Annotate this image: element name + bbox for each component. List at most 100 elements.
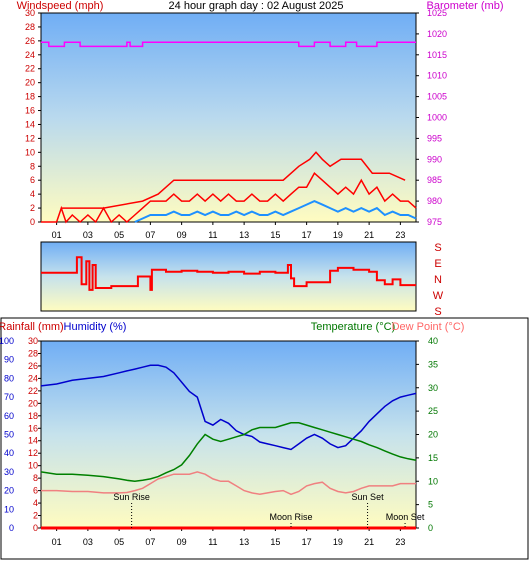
rainfall-tick-label: 12 bbox=[28, 448, 38, 458]
rainfall-tick-label: 24 bbox=[28, 373, 38, 383]
windspeed-tick-label: 8 bbox=[30, 161, 35, 171]
rainfall-tick-label: 8 bbox=[33, 473, 38, 483]
event-label: Moon Set bbox=[386, 512, 425, 522]
windspeed-tick-label: 26 bbox=[25, 36, 35, 46]
humidity-tick-label: 40 bbox=[4, 448, 14, 458]
windspeed-tick-label: 6 bbox=[30, 175, 35, 185]
temperature-tick-label: 15 bbox=[428, 453, 438, 463]
hour-tick-label: 03 bbox=[83, 537, 93, 547]
hour-tick-label: 13 bbox=[239, 537, 249, 547]
compass-label: W bbox=[433, 290, 444, 302]
rainfall-tick-label: 18 bbox=[28, 411, 38, 421]
windspeed-tick-label: 30 bbox=[25, 8, 35, 18]
bottom-panel-frame bbox=[0, 317, 529, 560]
hour-tick-label: 23 bbox=[395, 537, 405, 547]
hour-tick-label: 05 bbox=[114, 230, 124, 240]
barometer-tick-label: 1010 bbox=[427, 71, 447, 81]
barometer-tick-label: 995 bbox=[427, 133, 442, 143]
compass-label: E bbox=[434, 258, 441, 270]
temperature-tick-label: 35 bbox=[428, 359, 438, 369]
series-line-average-wind bbox=[134, 200, 417, 223]
compass-label: S bbox=[434, 306, 441, 318]
hour-tick-label: 15 bbox=[270, 537, 280, 547]
rainfall-tick-label: 20 bbox=[28, 398, 38, 408]
barometer-tick-label: 980 bbox=[427, 196, 442, 206]
humidity-tick-label: 60 bbox=[4, 411, 14, 421]
windspeed-tick-label: 24 bbox=[25, 50, 35, 60]
hour-tick-label: 23 bbox=[395, 230, 405, 240]
barometer-tick-label: 1025 bbox=[427, 8, 447, 18]
windspeed-tick-label: 12 bbox=[25, 133, 35, 143]
hour-tick-label: 11 bbox=[208, 230, 217, 240]
series-line-wind-direction bbox=[41, 256, 416, 291]
temperature-tick-label: 20 bbox=[428, 430, 438, 440]
hour-tick-label: 07 bbox=[145, 537, 155, 547]
windspeed-tick-label: 28 bbox=[25, 22, 35, 32]
humidity-tick-label: 30 bbox=[4, 467, 14, 477]
rainfall-tick-label: 16 bbox=[28, 423, 38, 433]
humidity-tick-label: 10 bbox=[4, 504, 14, 514]
temperature-tick-label: 30 bbox=[428, 383, 438, 393]
windspeed-tick-label: 22 bbox=[25, 64, 35, 74]
hour-tick-label: 09 bbox=[177, 230, 187, 240]
humidity-tick-label: 80 bbox=[4, 373, 14, 383]
series-line-barometer bbox=[41, 41, 416, 48]
hour-tick-label: 15 bbox=[270, 230, 280, 240]
rain-hum-temp-plot-area bbox=[40, 340, 417, 529]
temperature-axis-label: Temperature (°C) bbox=[311, 321, 395, 333]
temperature-tick-label: 40 bbox=[428, 336, 438, 346]
humidity-axis-label: Humidity (%) bbox=[64, 321, 127, 333]
hour-tick-label: 07 bbox=[145, 230, 155, 240]
hour-tick-label: 01 bbox=[52, 537, 62, 547]
hour-tick-label: 17 bbox=[302, 537, 312, 547]
temperature-tick-label: 0 bbox=[428, 523, 433, 533]
humidity-tick-label: 50 bbox=[4, 430, 14, 440]
rainfall-tick-label: 4 bbox=[33, 498, 38, 508]
barometer-tick-label: 990 bbox=[427, 154, 442, 164]
compass-label: S bbox=[434, 242, 441, 254]
rainfall-tick-label: 2 bbox=[33, 511, 38, 521]
windspeed-tick-label: 4 bbox=[30, 189, 35, 199]
windspeed-tick-label: 0 bbox=[30, 217, 35, 227]
series-line-humidity bbox=[40, 364, 417, 451]
dew-point-axis-label: Dew Point (°C) bbox=[392, 321, 465, 333]
rainfall-tick-label: 30 bbox=[28, 336, 38, 346]
rainfall-tick-label: 0 bbox=[33, 523, 38, 533]
event-label: Moon Rise bbox=[269, 512, 312, 522]
barometer-tick-label: 1005 bbox=[427, 92, 447, 102]
hour-tick-label: 03 bbox=[83, 230, 93, 240]
wind-direction-plot-area bbox=[40, 241, 417, 312]
windspeed-tick-label: 18 bbox=[25, 92, 35, 102]
series-line-dew-point bbox=[41, 471, 416, 496]
hour-tick-label: 21 bbox=[364, 230, 374, 240]
hour-tick-label: 21 bbox=[364, 537, 374, 547]
humidity-tick-label: 20 bbox=[4, 486, 14, 496]
series-line-temperature bbox=[40, 422, 417, 483]
rainfall-axis-label: Rainfall (mm) bbox=[0, 321, 64, 333]
series-line-wind-gust bbox=[61, 151, 406, 209]
wind-baro-plot-area bbox=[40, 12, 417, 223]
humidity-tick-label: 90 bbox=[4, 355, 14, 365]
windspeed-tick-label: 16 bbox=[25, 106, 35, 116]
humidity-tick-label: 70 bbox=[4, 392, 14, 402]
humidity-tick-label: 0 bbox=[9, 523, 14, 533]
windspeed-tick-label: 10 bbox=[25, 147, 35, 157]
barometer-tick-label: 985 bbox=[427, 175, 442, 185]
barometer-tick-label: 1015 bbox=[427, 50, 447, 60]
compass-label: N bbox=[434, 274, 442, 286]
hour-tick-label: 19 bbox=[333, 230, 343, 240]
humidity-tick-label: 100 bbox=[0, 336, 14, 346]
event-label: Sun Rise bbox=[113, 492, 150, 502]
temperature-tick-label: 10 bbox=[428, 476, 438, 486]
barometer-axis-label: Barometer (mb) bbox=[426, 0, 503, 12]
rainfall-tick-label: 22 bbox=[28, 386, 38, 396]
chart-title: 24 hour graph day : 02 August 2025 bbox=[169, 0, 344, 12]
rainfall-tick-label: 10 bbox=[28, 461, 38, 471]
hour-tick-label: 11 bbox=[208, 537, 217, 547]
rainfall-tick-label: 14 bbox=[28, 436, 38, 446]
temperature-tick-label: 25 bbox=[428, 406, 438, 416]
barometer-tick-label: 1000 bbox=[427, 113, 447, 123]
event-label: Sun Set bbox=[352, 492, 385, 502]
